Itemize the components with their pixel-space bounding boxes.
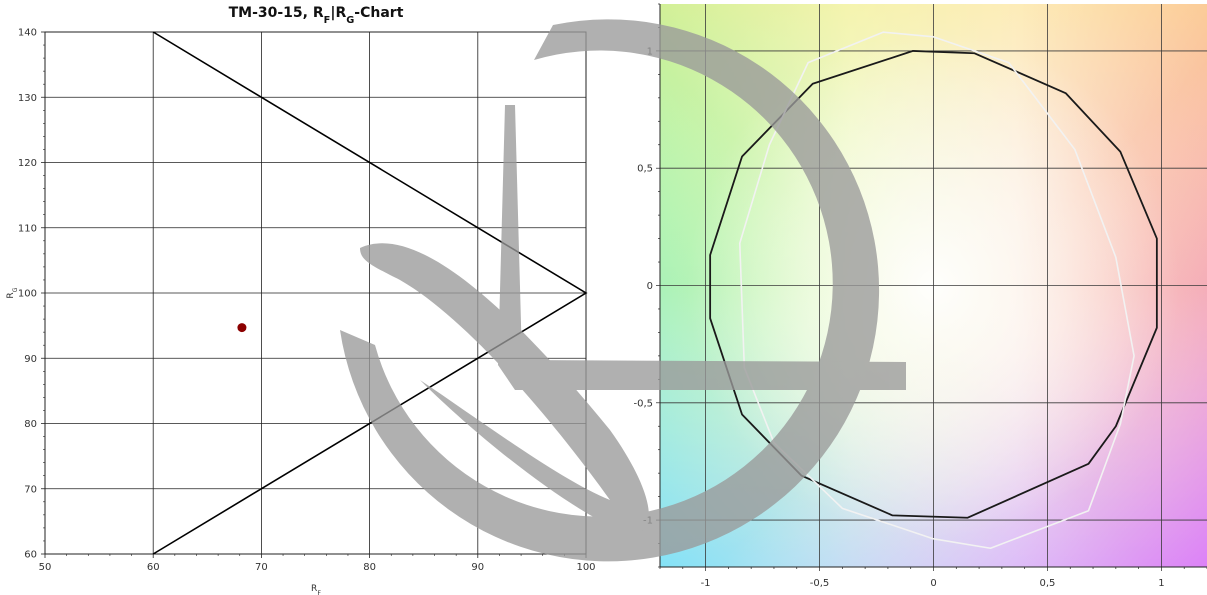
y-tick-label: 60: [24, 550, 37, 561]
x-tick-label: -0,5: [810, 578, 830, 589]
y-tick-label: 0,5: [637, 164, 653, 175]
y-tick-label: 70: [24, 484, 37, 495]
rf-rg-chart: TM-30-15, RF|RG-Chart 50 60 70 80 90 10060708…: [6, 5, 596, 595]
y-tick-label: 120: [18, 158, 37, 169]
x-tick-label: 90: [471, 562, 484, 573]
x-tick-label: 80: [363, 562, 376, 573]
data-point: [237, 323, 247, 333]
reference-polygon: [738, 31, 1135, 550]
x-tick-label: 60: [147, 562, 160, 573]
x-tick-label: 1: [1158, 578, 1164, 589]
x-tick-label: 0: [930, 578, 936, 589]
x-tick-label: 0,5: [1040, 578, 1056, 589]
y-tick-label: 100: [18, 289, 37, 300]
y-tick-label: 80: [24, 419, 37, 430]
y-tick-label: 0: [647, 281, 653, 292]
gamut-triangle: [152, 31, 588, 555]
x-tick-label: 70: [255, 562, 268, 573]
y-tick-label: -0,5: [633, 398, 653, 409]
watermark-logo: [340, 19, 906, 562]
x-tick-label: -1: [701, 578, 711, 589]
y-tick-label: 90: [24, 354, 37, 365]
y-tick-label: 130: [18, 93, 37, 104]
test-source-polygon: [709, 50, 1158, 519]
x-axis-label: RF: [311, 584, 321, 595]
x-tick-label: 50: [39, 562, 52, 573]
left-marks: [152, 31, 588, 555]
y-axis-label: RG: [6, 287, 19, 298]
chart-title: TM-30-15, RF|RG-Chart: [229, 5, 404, 26]
x-tick-label: 100: [576, 562, 595, 573]
y-tick-label: 110: [18, 223, 37, 234]
right-series: [709, 31, 1158, 550]
y-tick-label: 140: [18, 28, 37, 39]
